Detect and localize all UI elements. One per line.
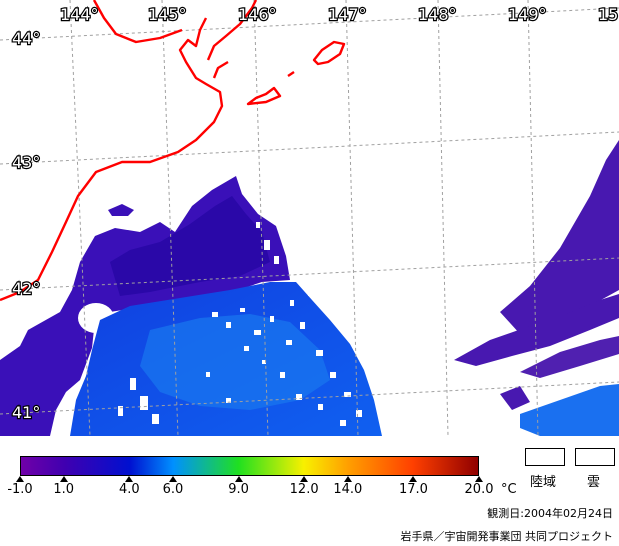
colorbar-tick (234, 476, 243, 482)
colorbar-tick (16, 476, 24, 482)
lon-label-145: 145° (148, 5, 187, 24)
cloud-legend-label: 雲 (587, 475, 601, 490)
cloud-speckles (118, 222, 362, 426)
lat-label-41: 41° (12, 403, 40, 422)
lat-label-42: 42° (12, 279, 40, 298)
lon-label-150: 15 (598, 5, 618, 24)
colorbar-tick (475, 476, 483, 482)
colorbar-tick-label: 4.0 (118, 482, 140, 497)
lon-label-144: 144° (60, 5, 99, 24)
lat-label-44: 44° (12, 29, 40, 48)
eastern-warm-patch (520, 384, 619, 436)
colorbar-tick (343, 476, 352, 482)
colorbar-ticks (0, 476, 619, 484)
lat-label-43: 43° (12, 153, 40, 172)
colorbar-tick-label: 17.0 (398, 482, 428, 497)
temperature-colorbar (20, 456, 479, 476)
colorbar-tick-label: 12.0 (289, 482, 319, 497)
colorbar-tick (125, 476, 134, 482)
colorbar-tick (300, 476, 309, 482)
cloud-legend-swatch (575, 448, 615, 466)
colorbar-tick (409, 476, 418, 482)
colorbar-tick-label: 6.0 (162, 482, 184, 497)
colorbar-tick-label: -1.0 (7, 482, 33, 497)
colorbar-tick (59, 476, 68, 482)
observation-date: 観測日:2004年02月24日 (487, 507, 613, 520)
colorbar-tick (169, 476, 177, 482)
eastern-cold-band (500, 140, 619, 334)
lon-label-146: 146° (238, 5, 277, 24)
lon-label-149: 149° (508, 5, 547, 24)
coastline (0, 0, 346, 302)
lon-label-147: 147° (328, 5, 367, 24)
colorbar-tick-label: 1.0 (53, 482, 75, 497)
eastern-cold-streak-2 (520, 336, 619, 378)
colorbar-tick-label: 9.0 (228, 482, 249, 497)
warm-water-patch (140, 314, 330, 410)
colorbar-tick-label: 14.0 (333, 482, 363, 497)
lon-label-148: 148° (418, 5, 457, 24)
colorbar-unit: °C (501, 482, 517, 497)
cold-water-fragment (108, 204, 134, 216)
eastern-cold-streak (454, 294, 619, 366)
colorbar-tick-label: 20.0 (464, 482, 494, 497)
graticule (0, 0, 619, 436)
credit-line: 岩手県／宇宙開発事業団 共同プロジェクト (400, 530, 614, 543)
eastern-cold-patch (500, 386, 530, 410)
sst-map: 144° 145° 146° 147° 148° 149° 15 44° 43°… (0, 0, 619, 436)
land-legend-swatch (525, 448, 565, 466)
cold-water-core (110, 196, 270, 296)
land-legend-label: 陸域 (530, 475, 557, 490)
